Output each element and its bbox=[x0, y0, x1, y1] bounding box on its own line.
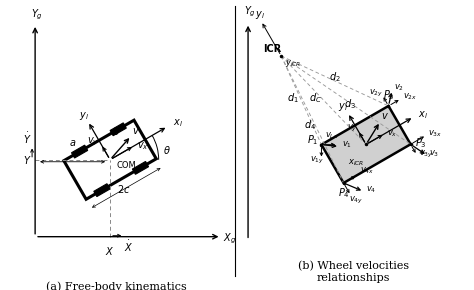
Text: $y_l$: $y_l$ bbox=[79, 110, 89, 122]
Text: $v_{Lx}$: $v_{Lx}$ bbox=[325, 130, 339, 141]
Text: $y_l$: $y_l$ bbox=[338, 101, 348, 113]
Polygon shape bbox=[94, 184, 110, 197]
Text: $Y_g$: $Y_g$ bbox=[31, 8, 43, 22]
Text: $\theta$: $\theta$ bbox=[163, 144, 171, 156]
Text: $v_y$: $v_y$ bbox=[87, 135, 99, 148]
Text: $v_1$: $v_1$ bbox=[342, 139, 352, 150]
Text: $X_g$: $X_g$ bbox=[223, 231, 237, 246]
Text: $X$: $X$ bbox=[105, 245, 115, 257]
Text: $P_3$: $P_3$ bbox=[415, 136, 427, 150]
Text: (b) Wheel velocities
relationships: (b) Wheel velocities relationships bbox=[298, 261, 409, 283]
Text: $P_4$: $P_4$ bbox=[338, 186, 350, 200]
Text: $d_1$: $d_1$ bbox=[287, 92, 299, 105]
Text: $x_{ICR}$: $x_{ICR}$ bbox=[347, 158, 364, 168]
Text: $v_{2x}$: $v_{2x}$ bbox=[403, 92, 417, 102]
Text: $v_4$: $v_4$ bbox=[366, 185, 376, 195]
Text: $d_3$: $d_3$ bbox=[344, 97, 356, 111]
Text: $v_x$: $v_x$ bbox=[387, 128, 398, 139]
Text: $v_x$: $v_x$ bbox=[137, 141, 148, 152]
Text: $x_l$: $x_l$ bbox=[418, 109, 428, 121]
Text: $v$: $v$ bbox=[132, 126, 140, 136]
Text: $v_2$: $v_2$ bbox=[394, 83, 404, 93]
Text: $x_l$: $x_l$ bbox=[173, 117, 183, 129]
Text: $v_{4y}$: $v_{4y}$ bbox=[349, 195, 364, 206]
Text: $v_{3y}$: $v_{3y}$ bbox=[419, 149, 433, 160]
Text: $P_1$: $P_1$ bbox=[307, 133, 318, 147]
Text: $v_3$: $v_3$ bbox=[429, 149, 439, 159]
Text: $v_{2y}$: $v_{2y}$ bbox=[369, 88, 383, 99]
Text: $v_{4x}$: $v_{4x}$ bbox=[360, 166, 374, 176]
Text: $P_2$: $P_2$ bbox=[383, 88, 394, 102]
Text: $d_2$: $d_2$ bbox=[329, 70, 341, 84]
Text: $d_4$: $d_4$ bbox=[304, 118, 317, 132]
Text: $v$: $v$ bbox=[381, 111, 389, 122]
Text: $2c$: $2c$ bbox=[117, 183, 130, 195]
Text: $\dot{Y}$: $\dot{Y}$ bbox=[23, 130, 31, 146]
Text: $v_{3x}$: $v_{3x}$ bbox=[428, 128, 443, 139]
Text: $a$: $a$ bbox=[69, 137, 76, 148]
Text: $b$: $b$ bbox=[112, 126, 120, 137]
Text: (a) Free-body kinematics: (a) Free-body kinematics bbox=[46, 282, 186, 290]
Polygon shape bbox=[110, 123, 126, 136]
Polygon shape bbox=[321, 106, 410, 183]
Polygon shape bbox=[132, 162, 148, 174]
Text: $\dot{X}$: $\dot{X}$ bbox=[124, 239, 134, 254]
Text: $v_y$: $v_y$ bbox=[346, 123, 357, 134]
Text: $y_l$: $y_l$ bbox=[255, 9, 265, 21]
Text: $Y_g$: $Y_g$ bbox=[244, 5, 256, 19]
Polygon shape bbox=[72, 145, 88, 158]
Text: $Y$: $Y$ bbox=[23, 154, 31, 166]
Text: $y_{ICR}$: $y_{ICR}$ bbox=[285, 58, 301, 69]
Text: $d_C$: $d_C$ bbox=[309, 91, 322, 105]
Text: COM: COM bbox=[116, 161, 136, 170]
Text: ICR: ICR bbox=[263, 44, 281, 54]
Text: $v_{1y}$: $v_{1y}$ bbox=[310, 155, 325, 166]
